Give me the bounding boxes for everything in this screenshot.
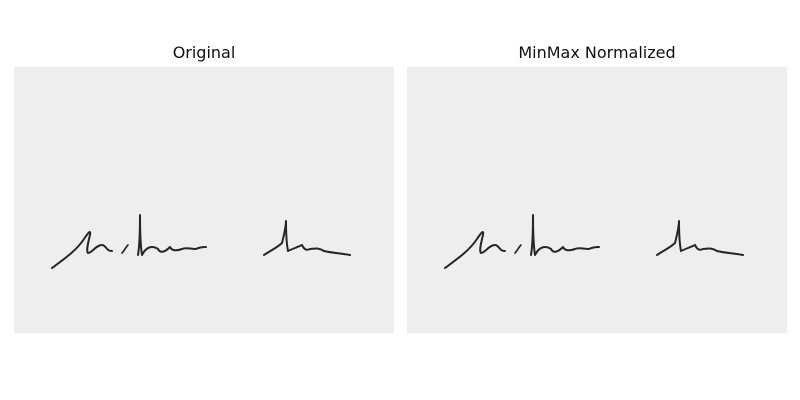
signature-image-normalized <box>407 67 787 333</box>
original-panel: Original <box>14 40 394 335</box>
panel-title-normalized: MinMax Normalized <box>518 43 676 62</box>
normalized-image <box>407 67 787 333</box>
signature-image-original <box>14 67 394 333</box>
normalized-panel: MinMax Normalized <box>407 40 787 335</box>
signature-strokes <box>444 214 744 269</box>
original-image <box>14 67 394 333</box>
signature-strokes <box>51 214 351 269</box>
panel-title-original: Original <box>172 43 236 62</box>
